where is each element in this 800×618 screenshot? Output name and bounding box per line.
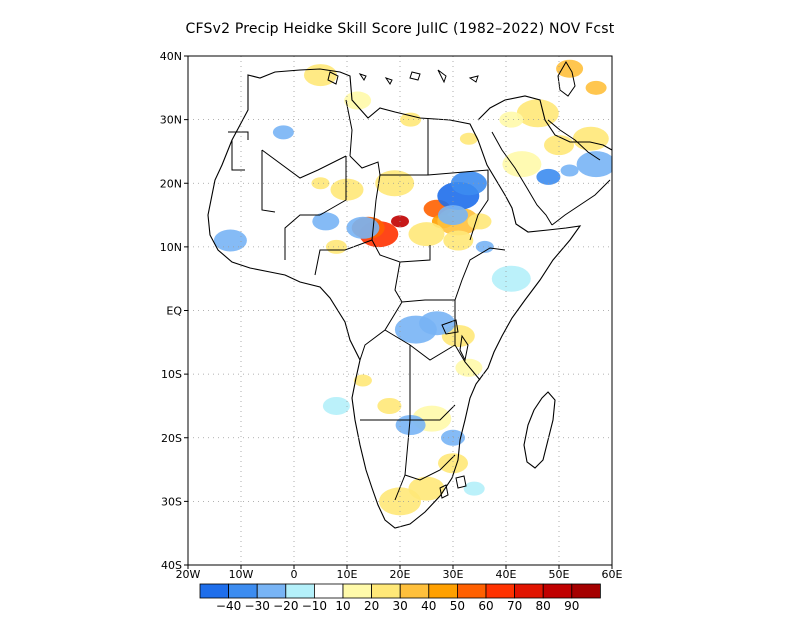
skill-region — [395, 415, 426, 436]
colorbar-swatch — [485, 583, 516, 599]
lat-tick-label: 30S — [161, 495, 182, 508]
skill-region — [463, 481, 485, 496]
lakes — [439, 319, 469, 499]
colorbar-label: 20 — [364, 599, 379, 613]
lat-tick-label: 20S — [161, 432, 182, 445]
colorbar-label: −20 — [273, 599, 298, 613]
lon-tick-label: 10E — [337, 568, 358, 581]
skill-region — [312, 212, 340, 231]
lon-tick-label: 60E — [602, 568, 623, 581]
colorbar-label: 80 — [536, 599, 551, 613]
colorbar-swatch — [428, 583, 458, 599]
colorbar-swatch — [514, 583, 544, 599]
skill-region — [344, 91, 372, 110]
skill-region — [346, 216, 380, 239]
skill-region — [560, 164, 579, 177]
chart-title: CFSv2 Precip Heidke Skill Score JulIC (1… — [185, 21, 615, 37]
lon-tick-label: 40E — [496, 568, 517, 581]
skill-region — [353, 374, 372, 387]
africa-coastline — [207, 68, 582, 529]
lat-tick-label: 10N — [160, 241, 182, 254]
colorbar-label: 70 — [507, 599, 522, 613]
colorbar-swatch — [313, 583, 344, 599]
skill-region — [419, 311, 456, 336]
country-borders — [228, 99, 506, 501]
lon-tick-label: 30E — [443, 568, 464, 581]
skill-region — [475, 240, 494, 253]
colorbar-label: −40 — [216, 599, 241, 613]
skill-region — [377, 397, 402, 414]
colorbar-swatch — [456, 583, 487, 599]
colorbar-swatch — [342, 583, 373, 599]
skill-region — [499, 111, 524, 128]
lat-tick-label: 40S — [161, 559, 182, 572]
colorbar-swatch — [285, 583, 315, 599]
colorbar-swatch — [542, 583, 573, 599]
coastlines — [207, 61, 612, 529]
lon-tick-label: 50E — [549, 568, 570, 581]
colorbar-swatch — [371, 583, 401, 599]
skill-region — [572, 126, 609, 151]
madagascar-coastline — [523, 391, 556, 469]
axis-ticks: 20W 10W 0 10E 20E 30E 40E 50E 60E 40N 30N 20N 10N EQ 1… — [160, 50, 623, 581]
colorbar-label: −30 — [245, 599, 270, 613]
lon-tick-label: 0 — [291, 568, 298, 581]
skill-region — [408, 476, 445, 501]
skill-region — [576, 151, 612, 178]
skill-region — [438, 205, 468, 226]
colorbar-label: 90 — [564, 599, 579, 613]
skill-region — [516, 99, 559, 128]
skill-region — [304, 64, 337, 87]
lon-tick-label: 10W — [229, 568, 254, 581]
colorbar-swatch — [571, 583, 601, 599]
lon-tick-label: 20W — [176, 568, 201, 581]
lat-tick-label: 20N — [160, 177, 182, 190]
colorbar-swatch — [228, 583, 258, 599]
colorbar-swatch — [399, 583, 430, 599]
skill-region — [311, 177, 330, 190]
skill-region — [455, 358, 483, 377]
red-sea-coast — [491, 131, 553, 226]
skill-region — [502, 151, 542, 178]
colorbar-label: 50 — [450, 599, 465, 613]
skill-shading — [213, 59, 612, 516]
gridlines — [188, 56, 612, 565]
skill-region — [467, 213, 492, 230]
skill-region — [375, 170, 415, 197]
skill-region — [536, 168, 561, 185]
skill-region — [585, 80, 607, 95]
colorbar-label: 40 — [421, 599, 436, 613]
colorbar-label: 30 — [393, 599, 408, 613]
lat-tick-label: 10S — [161, 368, 182, 381]
skill-region — [491, 265, 531, 292]
skill-region — [400, 112, 422, 127]
skill-region — [213, 229, 247, 252]
lat-tick-label: 30N — [160, 114, 182, 127]
skill-region — [330, 178, 364, 201]
colorbar-label: −10 — [302, 599, 327, 613]
arabia-coastline — [477, 95, 612, 151]
colorbar-label: 10 — [335, 599, 350, 613]
colorbar-swatch — [256, 583, 287, 599]
skill-region — [438, 453, 468, 474]
lat-tick-label: 40N — [160, 50, 182, 63]
colorbar-label: 60 — [478, 599, 493, 613]
colorbar: −40 −30 −20 −10 10 20 30 40 50 60 70 80 90 — [199, 583, 601, 613]
skill-region — [272, 125, 294, 140]
mediterranean-islands — [327, 69, 479, 85]
skill-region — [459, 132, 478, 145]
lat-tick-label: EQ — [166, 305, 182, 318]
arabia-south-coast — [551, 179, 611, 226]
lon-tick-label: 20E — [390, 568, 411, 581]
skill-region — [322, 396, 350, 415]
persian-gulf-coast — [547, 119, 601, 161]
skill-region — [408, 222, 445, 247]
skill-region — [544, 135, 574, 156]
caspian-sea-coast — [557, 61, 576, 97]
colorbar-swatch — [199, 583, 230, 599]
skill-region — [443, 230, 474, 251]
